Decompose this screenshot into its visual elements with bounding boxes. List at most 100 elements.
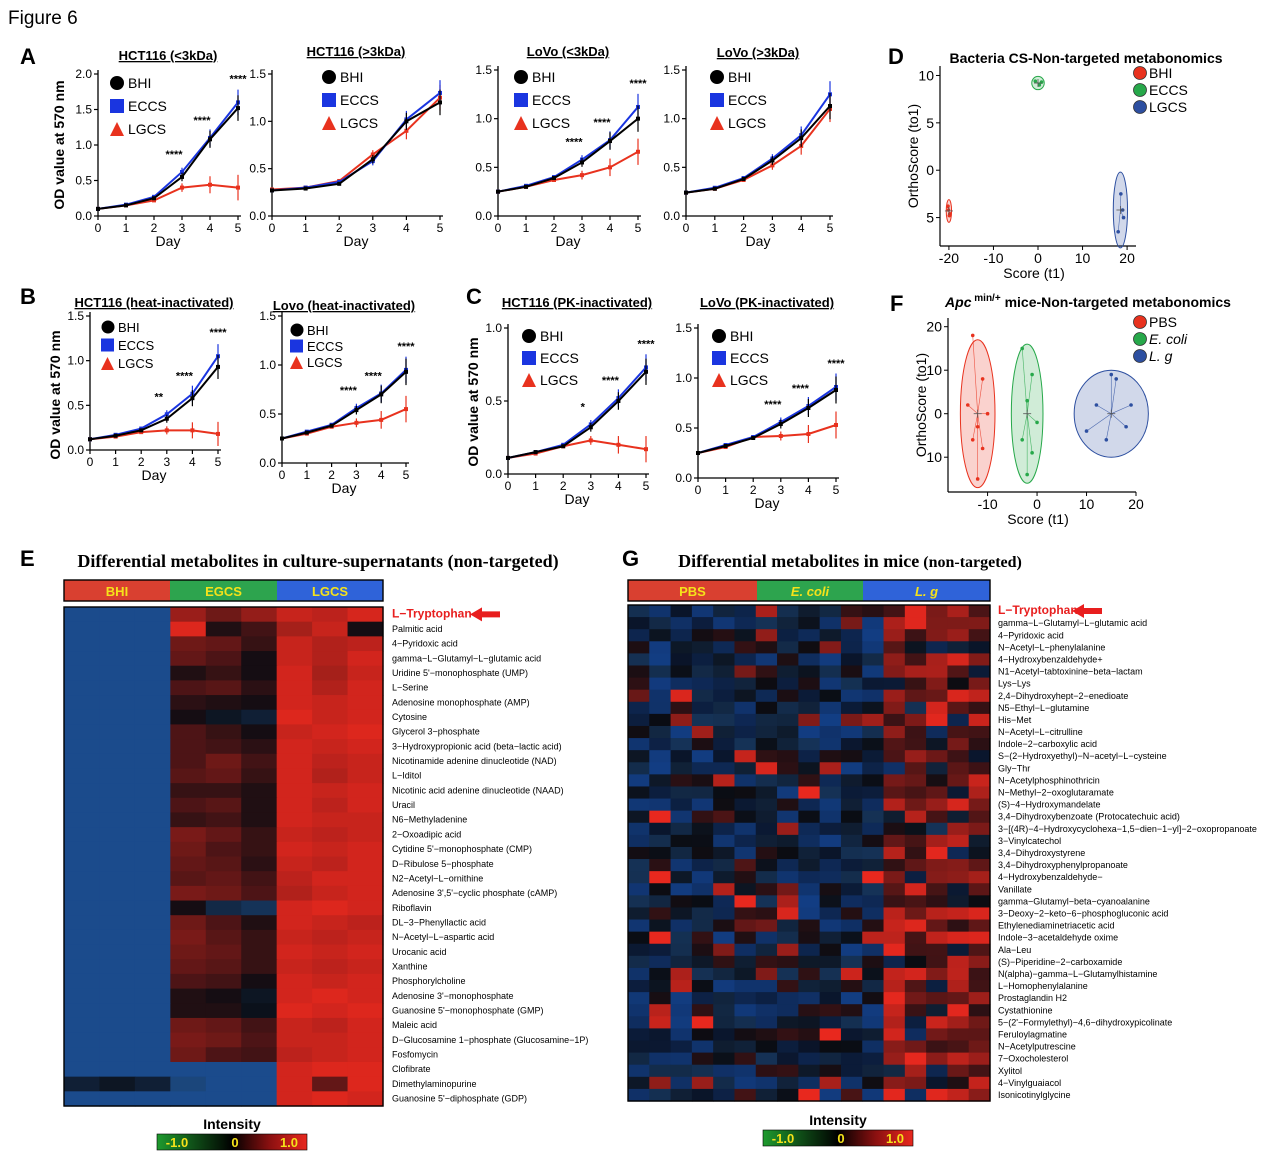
x-tick-label: -10	[977, 496, 997, 512]
heatmap-cell	[99, 724, 136, 740]
data-point-bhi	[404, 369, 408, 374]
heatmap-cell	[205, 680, 242, 696]
row-label: His−Met	[998, 715, 1032, 725]
y-tick-label: 1.5	[475, 63, 492, 77]
heatmap-cell	[926, 980, 949, 993]
line-chart-c1: HCT116 (PK-inactivated) 0.0 0.5 1.0 0 1 2 3 4 5 Da…	[465, 295, 655, 507]
heatmap-cell	[670, 617, 693, 630]
heatmap-cell	[777, 895, 799, 909]
heatmap-cell	[819, 810, 842, 824]
heatmap-cell	[64, 988, 101, 1004]
row-label: 4−Pyridoxic acid	[392, 639, 458, 649]
x-tick-label: 1	[303, 468, 310, 482]
heatmap-cell	[628, 774, 650, 788]
significance-stars: ****	[209, 327, 227, 339]
data-point-bhi	[834, 388, 838, 392]
data-point-lgcs	[404, 128, 409, 133]
heatmap-cell	[649, 992, 672, 1005]
heatmap-cell	[670, 967, 693, 981]
heatmap-cell	[713, 677, 736, 691]
legend-label: ECCS	[118, 338, 154, 353]
data-point-eccs	[180, 169, 184, 174]
legend-marker	[1133, 349, 1147, 363]
heatmap-cell	[777, 617, 799, 630]
chart-title: Differential metabolites in mice (non-ta…	[678, 551, 1022, 571]
heatmap-cell	[713, 1076, 736, 1090]
data-point	[1116, 229, 1120, 234]
heatmap-cell	[64, 724, 101, 740]
heatmap-cell	[134, 900, 171, 916]
heatmap-cell	[713, 786, 736, 800]
row-label: DL−3−Phenyllactic acid	[392, 917, 486, 927]
heatmap-cell	[64, 827, 101, 843]
heatmap-cell	[755, 810, 778, 824]
data-point	[1114, 377, 1119, 381]
heatmap-cell	[649, 907, 672, 921]
heatmap-cell	[64, 1061, 101, 1078]
heatmap-cell	[649, 617, 672, 630]
heatmap-cell	[777, 871, 799, 884]
heatmap-cell	[347, 944, 384, 960]
heatmap-cell	[170, 871, 207, 887]
data-point-bhi	[236, 106, 240, 111]
chart-title: HCT116 (>3kDa)	[307, 44, 406, 59]
heatmap-cell	[205, 797, 242, 814]
significance-stars: ****	[637, 338, 655, 350]
heatmap-cell	[134, 812, 171, 828]
charts-layer: HCT116 (<3kDa) 0.0 0.5 1.0 1.5 2.0 0 1 2 3 4 5 Day OD…	[47, 44, 1257, 1151]
legend-marker-circle	[110, 76, 124, 90]
data-point-bhi	[404, 119, 409, 124]
significance-stars: ****	[176, 371, 194, 383]
title-gene: Apc	[944, 294, 972, 310]
row-label: gamma−L−Glutamyl−L−glutamic acid	[392, 653, 541, 663]
heatmap-cell	[926, 871, 949, 884]
y-tick-label: 1.5	[259, 309, 276, 323]
data-point-bhi	[337, 181, 342, 186]
row-label: 3,4−Dihydroxystyrene	[998, 848, 1085, 858]
heatmap-cell	[241, 768, 278, 784]
heatmap-cell	[691, 931, 714, 945]
heatmap-cell	[628, 1004, 650, 1017]
heatmap-cell	[205, 988, 242, 1004]
heatmap-cell	[170, 636, 207, 652]
heatmap-cell	[347, 680, 384, 696]
heatmap-cell	[862, 1064, 885, 1078]
heatmap-cell	[777, 665, 799, 679]
heatmap-cell	[691, 895, 714, 909]
heatmap-cell	[713, 1004, 736, 1017]
x-tick-label: 4	[378, 468, 385, 482]
data-point-lgcs	[770, 163, 775, 168]
row-label: Gly−Thr	[998, 763, 1030, 773]
y-tick-label: 10	[926, 449, 942, 465]
heatmap-cell	[312, 900, 349, 916]
heatmap-cell	[713, 629, 736, 642]
heatmap-cell	[883, 689, 906, 703]
data-point-bhi	[608, 139, 612, 144]
heatmap-cell	[134, 1017, 171, 1034]
heatmap-cell	[862, 677, 885, 691]
heatmap-cell	[734, 1064, 757, 1078]
heatmap-cell	[649, 786, 672, 800]
heatmap-cell	[819, 1064, 842, 1078]
heatmap-cell	[904, 822, 927, 836]
data-point	[965, 403, 970, 407]
heatmap-cell	[734, 798, 757, 812]
x-tick-label: 1	[112, 455, 119, 469]
heatmap-cell	[691, 822, 714, 836]
heatmap-cell	[926, 846, 949, 860]
heatmap-cell	[649, 834, 672, 848]
heatmap-cell	[649, 871, 672, 884]
heatmap-cell	[347, 871, 384, 887]
heatmap-cell	[968, 810, 991, 824]
heatmap-cell	[670, 762, 693, 775]
heatmap-cell	[798, 629, 821, 642]
heatmap-cell	[347, 841, 384, 858]
heatmap-cell	[926, 895, 949, 909]
heatmap-cell	[947, 1064, 970, 1078]
heatmap-cell	[205, 929, 242, 946]
heatmap-cell	[777, 786, 799, 800]
heatmap-cell	[347, 885, 384, 902]
heatmap-cell	[134, 929, 171, 946]
heatmap-cell	[840, 617, 863, 630]
x-tick-label: 0	[505, 479, 512, 493]
